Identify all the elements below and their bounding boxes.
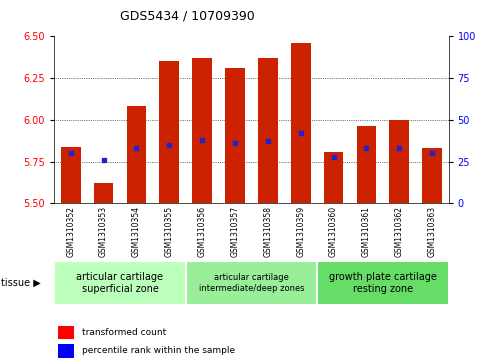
Bar [225, 68, 245, 203]
Bar [94, 183, 113, 203]
Bar [127, 106, 146, 203]
Bar [291, 43, 311, 203]
FancyBboxPatch shape [317, 261, 449, 305]
Bar [258, 58, 278, 203]
Bar [61, 147, 80, 203]
Bar [356, 126, 376, 203]
Text: articular cartilage
intermediate/deep zones: articular cartilage intermediate/deep zo… [199, 273, 304, 293]
Bar [192, 58, 212, 203]
Text: growth plate cartilage
resting zone: growth plate cartilage resting zone [329, 272, 437, 294]
Text: tissue ▶: tissue ▶ [1, 278, 41, 288]
Text: articular cartilage
superficial zone: articular cartilage superficial zone [76, 272, 164, 294]
FancyBboxPatch shape [54, 261, 186, 305]
Bar [324, 151, 344, 203]
Text: GDS5434 / 10709390: GDS5434 / 10709390 [120, 9, 255, 22]
FancyBboxPatch shape [186, 261, 317, 305]
Text: transformed count: transformed count [82, 328, 166, 337]
Text: percentile rank within the sample: percentile rank within the sample [82, 346, 235, 355]
Bar [58, 326, 74, 339]
Bar [423, 148, 442, 203]
Bar [389, 120, 409, 203]
Bar [58, 344, 74, 358]
Bar [159, 61, 179, 203]
